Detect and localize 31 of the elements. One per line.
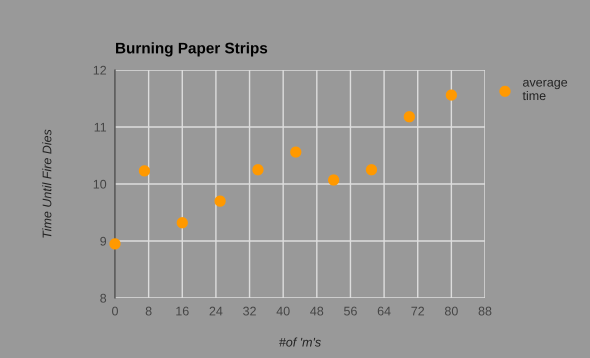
x-tick-label: 40 — [276, 306, 290, 316]
y-tick-label: 11 — [94, 122, 106, 132]
y-tick-label: 12 — [94, 66, 106, 75]
x-tick-label: 0 — [112, 306, 118, 316]
point — [366, 164, 378, 176]
x-tick-label: 64 — [378, 306, 391, 316]
point — [404, 111, 415, 122]
legend-label: average time — [522, 80, 568, 100]
point — [290, 146, 302, 158]
y-tick-label: 10 — [94, 180, 106, 189]
x-tick-label: 24 — [210, 306, 222, 316]
y-tick-label: 8 — [100, 294, 106, 303]
x-tick-label: 8 — [146, 306, 152, 316]
point — [109, 238, 121, 250]
point — [252, 164, 264, 176]
x-axis-title: #of 'm's — [279, 337, 321, 347]
x-tick-label: 16 — [176, 306, 189, 316]
point — [176, 217, 188, 228]
x-tick-label: 32 — [243, 306, 256, 316]
chart-title: Burning Paper Strips — [116, 42, 268, 57]
y-axis-title: Time Until Fire Dies — [42, 129, 52, 238]
point — [138, 165, 150, 176]
x-tick-label: 72 — [411, 306, 424, 316]
point — [214, 195, 226, 207]
y-tick-label: 9 — [100, 236, 106, 246]
point — [446, 89, 457, 101]
x-tick-label: 56 — [344, 306, 357, 316]
point — [328, 174, 340, 186]
x-tick-label: 80 — [444, 306, 458, 316]
x-tick-label: 88 — [478, 306, 492, 316]
x-tick-label: 48 — [310, 306, 324, 316]
